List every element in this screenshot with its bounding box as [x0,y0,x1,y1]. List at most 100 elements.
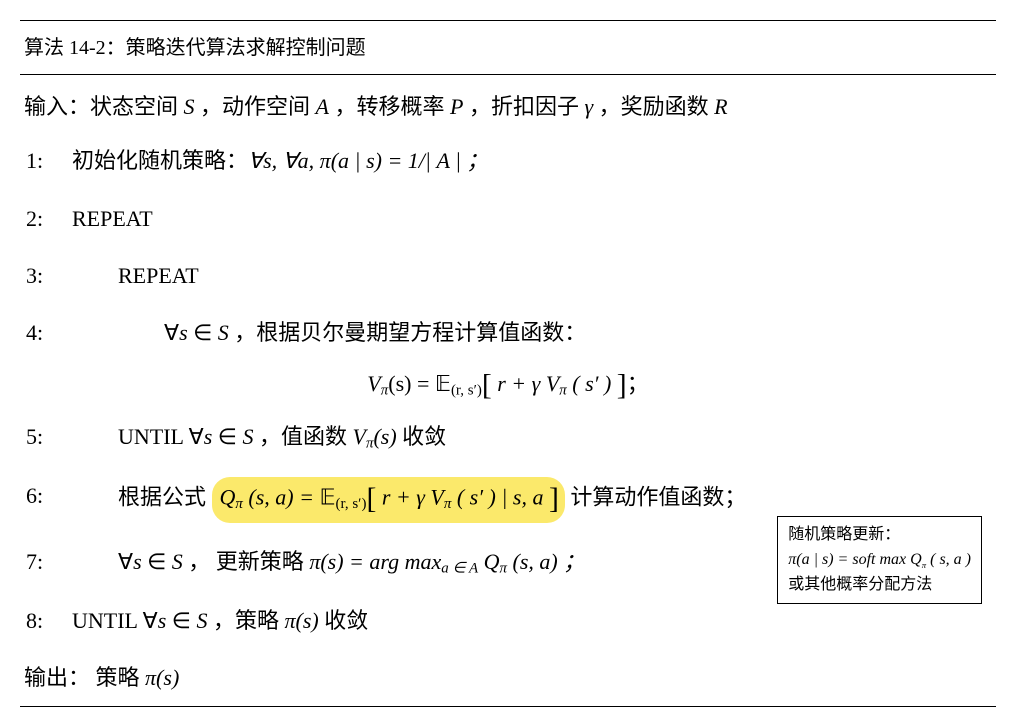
title-number: 14-2 [69,37,106,59]
note-2c: ( s, a ) [926,551,971,568]
step-3-num: 3: [24,257,72,294]
input-A: A [316,94,329,119]
step-8-in: ∈ [166,608,196,633]
input-line: 输入：状态空间 S ，动作空间 A ，转移概率 P ，折扣因子 γ ，奖励函数 … [20,75,996,132]
input-t2: ，动作空间 [195,94,316,119]
step-5-S: S [242,424,253,449]
step-3: 3: REPEAT [20,247,996,304]
algorithm-box: 算法 14-2：策略迭代算法求解控制问题 输入：状态空间 S ，动作空间 A ，… [20,20,996,707]
eq4-V: V [367,371,380,396]
eq4-arg: (s) = [388,371,435,396]
step-6-rb: ] [549,483,559,515]
step-8-S: S [196,608,207,633]
step-2-body: REPEAT [72,200,992,237]
step-7-t1: ， 更新策略 [183,549,310,574]
output-label: 输出： [24,665,90,690]
input-S: S [184,94,195,119]
eq4-insub: π [559,382,567,398]
note-2a: π(a | s) = soft max [788,551,910,568]
step-6-lb: [ [366,483,376,515]
input-P: P [450,94,463,119]
step-2: 2: REPEAT [20,190,996,247]
step-1-body: 初始化随机策略：∀s, ∀a, π(a | s) = 1/| A | ； [72,142,992,179]
step-2-num: 2: [24,200,72,237]
step-8-t3: 收敛 [319,608,369,633]
step-4: 4: ∀s ∈ S ，根据贝尔曼期望方程计算值函数： [20,304,996,361]
output-line: 输出： 策略 π(s) [20,650,996,700]
title-colon: ： [106,37,126,59]
step-7-s: s [133,549,142,574]
step-5-in: ∈ [212,424,242,449]
input-t3: ，转移概率 [329,94,450,119]
step-5-s: s [204,424,213,449]
step-5-body: UNTIL ∀s ∈ S ，值函数 Vπ(s) 收敛 [72,418,992,457]
algorithm-title: 算法 14-2：策略迭代算法求解控制问题 [20,21,996,68]
input-t5: ，奖励函数 [593,94,714,119]
step-8-until: UNTIL [72,608,143,633]
step-4-num: 4: [24,314,72,351]
eq4-lb: [ [482,369,492,401]
eq4-in1: r + γ V [492,371,560,396]
step-5-t3: 收敛 [397,424,447,449]
note-line-3: 或其他概率分配方法 [788,573,971,598]
step-8-num: 8: [24,602,72,639]
step-1: 1: 初始化随机策略：∀s, ∀a, π(a | s) = 1/| A | ； [20,132,996,189]
step-8-s: s [158,608,167,633]
step-8-t2: ，策略 [207,608,284,633]
step-6-highlight: Qπ (s, a) = 𝔼(r, s′)[ r + γ Vπ ( s′ ) | … [212,477,565,523]
step-5: 5: UNTIL ∀s ∈ S ，值函数 Vπ(s) 收敛 [20,408,996,467]
step-6-Esub: (r, s′) [336,497,367,513]
step-4-body: ∀s ∈ S ，根据贝尔曼期望方程计算值函数： [72,314,992,351]
step-7-forall: ∀ [118,549,133,574]
step-7-sub: a ∈ A [441,561,478,577]
step-8-pi: π(s) [284,608,318,633]
step-8-body: UNTIL ∀s ∈ S ，策略 π(s) 收敛 [72,602,992,639]
output-pi: π(s) [145,665,179,690]
note-box: 随机策略更新： π(a | s) = soft max Qπ ( s, a ) … [777,516,982,604]
step-3-body: REPEAT [72,257,992,294]
step-7-num: 7: [24,543,72,580]
step-5-forall: ∀ [189,424,204,449]
eq4-in2: ( s′ ) [567,371,617,396]
note-line-1: 随机策略更新： [788,523,971,548]
step-6-Qarg: (s, a) = [243,485,320,510]
step-5-until: UNTIL [118,424,189,449]
input-R: R [714,94,727,119]
step-7-pi: π(s) = arg max [309,549,441,574]
step-1-eq: ∀s, ∀a, π(a | s) = 1/| A | ； [248,148,489,173]
step-5-num: 5: [24,418,72,455]
rule-bottom [20,706,996,707]
note-line-2: π(a | s) = soft max Qπ ( s, a ) [788,548,971,573]
step-5-V: V [352,424,365,449]
step-7-Qsub: π [500,561,508,577]
title-text: 策略迭代算法求解控制问题 [126,37,366,59]
eq4-rb: ] [617,369,627,401]
output-t1: 策略 [90,665,145,690]
eq4-E: 𝔼 [435,371,451,396]
step-7-Q: Q [478,549,499,574]
step-8-forall: ∀ [143,608,158,633]
eq4-tail: ； [627,371,649,396]
note-2b: Q [910,551,922,568]
step-4-s: s [179,320,188,345]
input-t4: ，折扣因子 [463,94,584,119]
step-6-num: 6: [24,477,72,514]
input-t1: 状态空间 [90,94,184,119]
step-6-in1: r + γ V [376,485,444,510]
step-4-S: S [218,320,229,345]
step-4-in: ∈ [188,320,218,345]
step-6-t2: 计算动作值函数； [565,485,747,510]
step-6-E: 𝔼 [319,485,335,510]
step-1-text: 初始化随机策略： [72,148,248,173]
step-6-in2: ( s′ ) | s, a [451,485,549,510]
title-prefix: 算法 [24,37,64,59]
step-7-in: ∈ [142,549,172,574]
step-4-text: ，根据贝尔曼期望方程计算值函数： [229,320,587,345]
input-gamma: γ [584,94,593,119]
step-7-S: S [172,549,183,574]
step-1-num: 1: [24,142,72,179]
step-5-t2: ，值函数 [253,424,352,449]
step-5-Varg: (s) [373,424,396,449]
step-4-forall: ∀ [164,320,179,345]
input-label: 输入： [24,94,90,119]
